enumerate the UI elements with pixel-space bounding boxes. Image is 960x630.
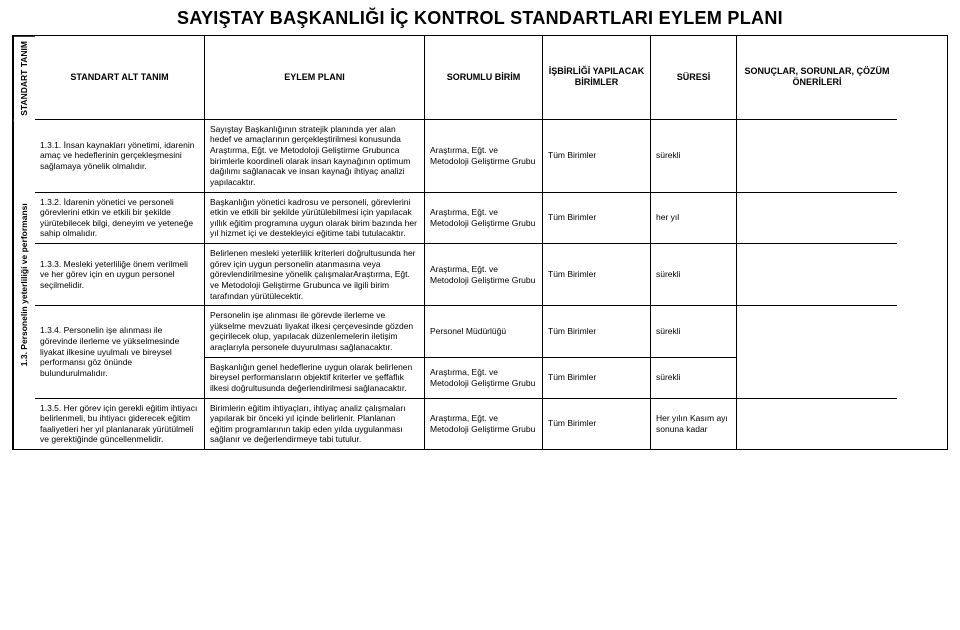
page-title: SAYIŞTAY BAŞKANLIĞI İÇ KONTROL STANDARTL… (12, 8, 948, 29)
isbirligi-135: Tüm Birimler (543, 399, 651, 450)
sorumlu-131: Araştırma, Eğt. ve Metodoloji Geliştirme… (425, 120, 543, 193)
sure-133: sürekli (651, 244, 737, 306)
alt-tanim-134: 1.3.4. Personelin işe alınması ile görev… (35, 306, 205, 398)
header-standart-tanim: STANDART TANIM (13, 36, 35, 120)
header-alt-tanim: STANDART ALT TANIM (35, 36, 205, 120)
header-isbirligi: İŞBİRLİĞİ YAPILACAK BİRİMLER (543, 36, 651, 120)
page: SAYIŞTAY BAŞKANLIĞI İÇ KONTROL STANDARTL… (0, 0, 960, 450)
sorumlu-133: Araştırma, Eğt. ve Metodoloji Geliştirme… (425, 244, 543, 306)
plan-134a: Personelin işe alınması ile görevde iler… (205, 306, 425, 358)
sonuc-134 (737, 306, 897, 398)
sonuc-132 (737, 193, 897, 245)
isbirligi-134b: Tüm Birimler (543, 358, 651, 399)
sonuc-131 (737, 120, 897, 193)
plan-132: Başkanlığın yönetici kadrosu ve personel… (205, 193, 425, 245)
plan-133: Belirlenen mesleki yeterlilik kriterleri… (205, 244, 425, 306)
sorumlu-132: Araştırma, Eğt. ve Metodoloji Geliştirme… (425, 193, 543, 245)
sorumlu-135: Araştırma, Eğt. ve Metodoloji Geliştirme… (425, 399, 543, 450)
sure-135: Her yılın Kasım ayı sonuna kadar (651, 399, 737, 450)
isbirligi-134a: Tüm Birimler (543, 306, 651, 358)
sonuc-135 (737, 399, 897, 450)
plan-131: Sayıştay Başkanlığının stratejik planınd… (205, 120, 425, 193)
sure-132: her yıl (651, 193, 737, 245)
sure-134b: sürekli (651, 358, 737, 399)
alt-tanim-131: 1.3.1. İnsan kaynakları yönetimi, idaren… (35, 120, 205, 193)
sure-134a: sürekli (651, 306, 737, 358)
header-eylem-plani: EYLEM PLANI (205, 36, 425, 120)
isbirligi-133: Tüm Birimler (543, 244, 651, 306)
sorumlu-134b: Araştırma, Eğt. ve Metodoloji Geliştirme… (425, 358, 543, 399)
header-sorumlu-birim: SORUMLU BİRİM (425, 36, 543, 120)
header-sonuclar: SONUÇLAR, SORUNLAR, ÇÖZÜM ÖNERİLERİ (737, 36, 897, 120)
plan-135: Birimlerin eğitim ihtiyaçları, ihtiyaç a… (205, 399, 425, 450)
plan-134b: Başkanlığın genel hedeflerine uygun olar… (205, 358, 425, 399)
sorumlu-134a: Personel Müdürlüğü (425, 306, 543, 358)
alt-tanim-132: 1.3.2. İdarenin yönetici ve personeli gö… (35, 193, 205, 245)
alt-tanim-133: 1.3.3. Mesleki yeterliliğe önem verilmel… (35, 244, 205, 306)
header-suresi: SÜRESİ (651, 36, 737, 120)
isbirligi-131: Tüm Birimler (543, 120, 651, 193)
sonuc-133 (737, 244, 897, 306)
alt-tanim-135: 1.3.5. Her görev için gerekli eğitim iht… (35, 399, 205, 450)
action-plan-table: STANDART TANIM STANDART ALT TANIM EYLEM … (12, 35, 948, 450)
sidebar-standard: 1.3. Personelin yeterliliği ve performan… (13, 120, 35, 449)
sure-131: sürekli (651, 120, 737, 193)
isbirligi-132: Tüm Birimler (543, 193, 651, 245)
